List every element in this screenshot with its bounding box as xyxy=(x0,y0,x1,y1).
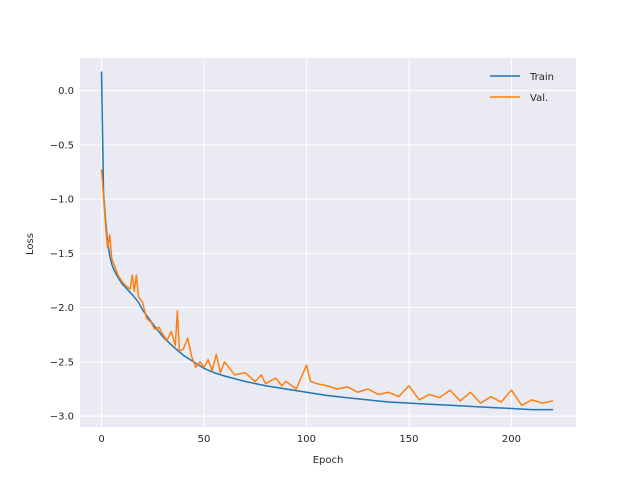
y-tick-label: −2.5 xyxy=(50,357,74,368)
y-axis-label: Loss xyxy=(25,233,36,255)
x-tick-label: 100 xyxy=(297,434,316,445)
y-tick-label: −1.5 xyxy=(50,249,74,260)
y-tick-label: −3.0 xyxy=(50,412,74,423)
x-tick-label: 150 xyxy=(399,434,418,445)
legend: Train Val. xyxy=(490,72,554,104)
y-tick-label: −1.0 xyxy=(50,195,74,206)
x-tick-label: 0 xyxy=(98,434,104,445)
y-tick-label: −2.0 xyxy=(50,303,74,314)
legend-label-train: Train xyxy=(529,72,554,83)
x-tick-label: 200 xyxy=(502,434,521,445)
plot-background xyxy=(80,58,576,427)
series-line-val xyxy=(100,169,554,407)
x-axis-label: Epoch xyxy=(313,455,344,466)
y-tick-label: −0.5 xyxy=(50,140,74,151)
y-tick-label: 0.0 xyxy=(58,86,74,97)
legend-label-val: Val. xyxy=(530,93,548,104)
series-line-train xyxy=(100,71,554,411)
series-layer xyxy=(100,71,554,411)
grid-lines xyxy=(80,58,576,427)
x-axis-ticks: 0 50 100 150 200 xyxy=(98,434,521,445)
y-axis-ticks: 0.0 −0.5 −1.0 −1.5 −2.0 −2.5 −3.0 xyxy=(50,86,74,423)
x-tick-label: 50 xyxy=(198,434,211,445)
